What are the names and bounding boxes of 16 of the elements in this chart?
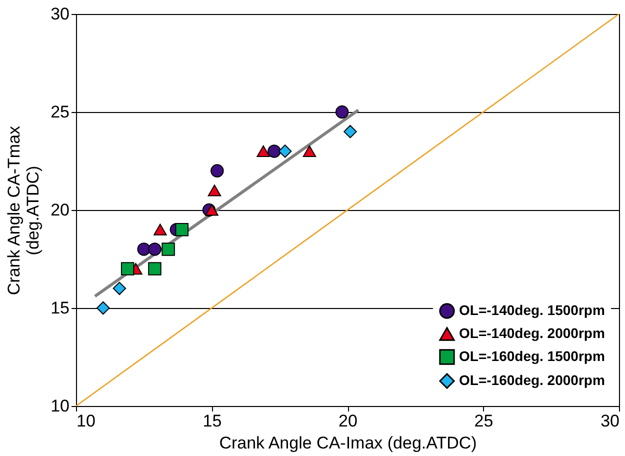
y-tick-label: 30 xyxy=(50,4,70,24)
x-tick-label: 15 xyxy=(202,412,222,430)
legend-label: OL=-160deg. 1500rpm xyxy=(459,348,605,364)
y-tick-label: 10 xyxy=(50,396,70,416)
x-tick-label: 10 xyxy=(76,412,96,430)
y-axis-title: Crank Angle CA-Tmax (deg.ATDC) xyxy=(4,125,43,296)
y-tick-label: 25 xyxy=(50,102,70,122)
legend-label: OL=-160deg. 2000rpm xyxy=(459,372,605,388)
legend-label: OL=-140deg. 1500rpm xyxy=(459,302,605,318)
y-tick-label: 20 xyxy=(50,200,70,220)
legend-label: OL=-140deg. 2000rpm xyxy=(459,325,605,341)
y-tick-label: 15 xyxy=(50,298,70,318)
x-tick-label: 20 xyxy=(338,412,358,430)
x-axis-title: Crank Angle CA-Imax (deg.ATDC) xyxy=(219,434,477,452)
x-tick-label: 30 xyxy=(600,412,620,430)
x-tick-label: 25 xyxy=(474,412,494,430)
